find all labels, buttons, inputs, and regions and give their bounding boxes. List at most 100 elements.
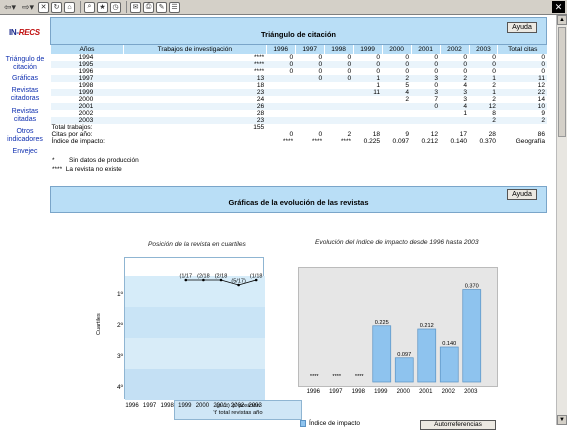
scroll-thumb[interactable] (558, 27, 566, 137)
mail-icon[interactable]: ✉ (130, 1, 141, 13)
row-cell (295, 117, 325, 124)
forward-arrow-icon[interactable]: ⇨▾ (21, 1, 35, 12)
sidebar-item-revistas-citadoras[interactable]: Revistas citadoras (10, 87, 40, 102)
sidebar-item-otros-indicadores[interactable]: Otros indicadores (7, 128, 43, 143)
row-cell (295, 89, 325, 96)
row-year: 2000 (50, 96, 124, 103)
impact-bar (439, 346, 459, 383)
sidebar-item-graficas[interactable]: Gráficas (11, 75, 39, 82)
impact-chart: **** **** **** 0.225 0.097 0.212 0.140 0.370 (298, 267, 498, 387)
row-cell: 0 (324, 54, 354, 61)
row-year: 1996 (50, 68, 124, 75)
edit-icon[interactable]: ✎ (156, 1, 167, 13)
favorites-icon[interactable]: ★ (97, 1, 108, 13)
row-cell (295, 82, 325, 89)
row-cell: 0 (295, 54, 325, 61)
sidebar-item-revistas-citadas[interactable]: Revistas citadas (11, 108, 39, 123)
row-cell: 3 (411, 75, 441, 82)
summary-cell: 0.097 (392, 138, 410, 145)
legend-line: (p / t) 'p' posición (216, 403, 260, 409)
row-works: 23 (123, 117, 267, 124)
row-cell: 0 (440, 61, 469, 68)
impact-x-tick-label: 1997 (329, 389, 343, 395)
row-cell: 1 (469, 75, 498, 82)
row-cell: 2 (469, 82, 498, 89)
row-cell: 1 (469, 89, 498, 96)
position-chart: (1/17 (2/18 (2/18 (5/17) (1/18 (124, 257, 265, 400)
summary-label: Total trabajos: (51, 124, 93, 131)
column-header: Total citas (497, 45, 547, 54)
column-header: 1996 (265, 45, 296, 54)
toolbar-divider (80, 1, 81, 13)
summary-total: Geografía (515, 138, 545, 145)
row-cell: 0 (382, 54, 412, 61)
citations-row: Citas por año: 0 0 2 18 9 12 17 28 86 (51, 131, 548, 138)
summary-cell (411, 124, 440, 131)
row-cell: 0 (295, 75, 325, 82)
row-total: 0 (497, 61, 547, 68)
summary-cell: 28 (488, 131, 496, 138)
column-header: 2002 (439, 45, 469, 54)
summary-cell (324, 124, 353, 131)
window-close-button[interactable]: ✕ (552, 1, 565, 13)
summary-cell: 9 (405, 131, 410, 138)
impact-x-tick-label: 2002 (441, 389, 455, 395)
row-year: 1994 (50, 54, 124, 61)
scroll-up-icon[interactable]: ▲ (557, 15, 567, 25)
impact-x-tick-label: 2001 (419, 389, 433, 395)
x-tick-label: 1999 (178, 403, 192, 409)
column-header: 1997 (294, 45, 325, 54)
column-header: 2001 (410, 45, 441, 54)
row-cell: 0 (440, 54, 469, 61)
summary-cell (353, 124, 382, 131)
graphs-help-button[interactable]: Ayuda (507, 189, 537, 200)
summary-cell: 18 (372, 131, 381, 138)
quartile-point-label: (5/17) (231, 279, 246, 285)
table-row: 1999 23 11 4 3 3 1 22 (50, 89, 547, 96)
refresh-icon[interactable]: ↻ (51, 1, 62, 13)
sidebar-item-envejec[interactable]: Envejec (12, 148, 38, 155)
row-cell: 0 (295, 61, 325, 68)
table-row: 1994 **** 0 0 0 0 0 0 0 0 0 (50, 54, 547, 61)
row-cell (295, 103, 325, 110)
back-arrow-icon[interactable]: ⇦▾ (3, 1, 17, 12)
impact-missing-label: **** (332, 374, 342, 380)
discuss-icon[interactable]: ☰ (169, 1, 180, 13)
logo[interactable]: IN-RECS (9, 28, 40, 37)
impact-chart-svg: **** **** **** 0.225 0.097 0.212 0.140 0.370 (310, 284, 482, 383)
row-cell: 0 (324, 68, 354, 75)
row-cell (382, 110, 412, 117)
row-cell (324, 89, 354, 96)
row-cell: 0 (411, 82, 441, 89)
column-header: 2000 (381, 45, 412, 54)
print-icon[interactable]: ⎙ (143, 1, 154, 13)
scroll-down-icon[interactable]: ▼ (557, 415, 567, 425)
table-row: 1996 **** 0 0 0 0 0 0 0 0 0 (50, 68, 547, 75)
y-tick-label: 1º (117, 291, 123, 298)
vertical-scrollbar[interactable]: ▲ ▼ (556, 15, 567, 425)
help-button[interactable]: Ayuda (507, 22, 537, 33)
row-works: 28 (123, 110, 267, 117)
stop-icon[interactable]: ✕ (38, 1, 49, 13)
home-icon[interactable]: ⌂ (64, 1, 75, 13)
quartile-point (184, 278, 188, 282)
row-cell: 0 (295, 68, 325, 75)
summary-cell: 0 (318, 131, 323, 138)
autoreferences-button[interactable]: Autorreferencias (420, 420, 496, 430)
row-cell: 4 (440, 82, 469, 89)
row-year: 2003 (50, 117, 124, 124)
impact-row: Índice de impacto: **** **** **** 0.225 0.097… (51, 138, 548, 145)
column-header: 1998 (323, 45, 354, 54)
sidebar-item-triangulo[interactable]: Triángulo de citación (5, 56, 45, 71)
row-cell: 8 (469, 110, 498, 117)
impact-x-tick-label: 1998 (351, 389, 365, 395)
footnote-not-exists: **** La revista no existe (52, 166, 122, 173)
history-icon[interactable]: ◷ (110, 1, 121, 13)
summary-total (498, 124, 547, 131)
row-cell (324, 103, 354, 110)
column-header: 1999 (352, 45, 383, 54)
row-cell (324, 110, 354, 117)
x-tick-label: 2001 (213, 403, 227, 409)
search-icon[interactable]: ⌕ (84, 1, 95, 13)
row-cell: 0 (469, 61, 498, 68)
